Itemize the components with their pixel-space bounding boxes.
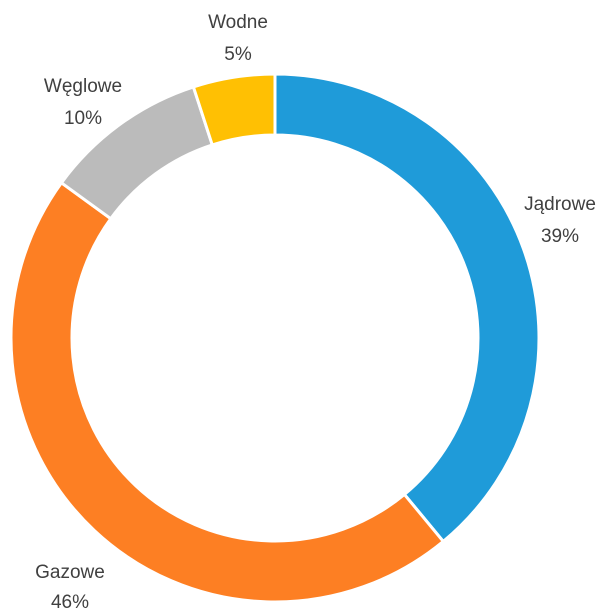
- category-label-wodne: Wodne: [208, 12, 268, 33]
- data-label-weglowe: Węglowe 10%: [44, 76, 122, 129]
- data-label-gazowe: Gazowe 46%: [35, 562, 105, 613]
- value-label-jadrowe: 39%: [541, 226, 579, 247]
- donut-slices: [9, 72, 541, 604]
- slice-jadrowe: [273, 72, 541, 543]
- data-label-wodne: Wodne 5%: [208, 12, 268, 65]
- slice-gazowe: [9, 181, 445, 604]
- value-label-weglowe: 10%: [64, 108, 102, 129]
- category-label-jadrowe: Jądrowe: [524, 194, 596, 215]
- value-label-wodne: 5%: [224, 44, 252, 65]
- slice-weglowe: [59, 85, 214, 221]
- category-label-weglowe: Węglowe: [44, 76, 122, 97]
- category-label-gazowe: Gazowe: [35, 562, 105, 583]
- data-label-jadrowe: Jądrowe 39%: [524, 194, 596, 247]
- value-label-gazowe: 46%: [51, 592, 89, 613]
- slice-wodne: [191, 72, 277, 147]
